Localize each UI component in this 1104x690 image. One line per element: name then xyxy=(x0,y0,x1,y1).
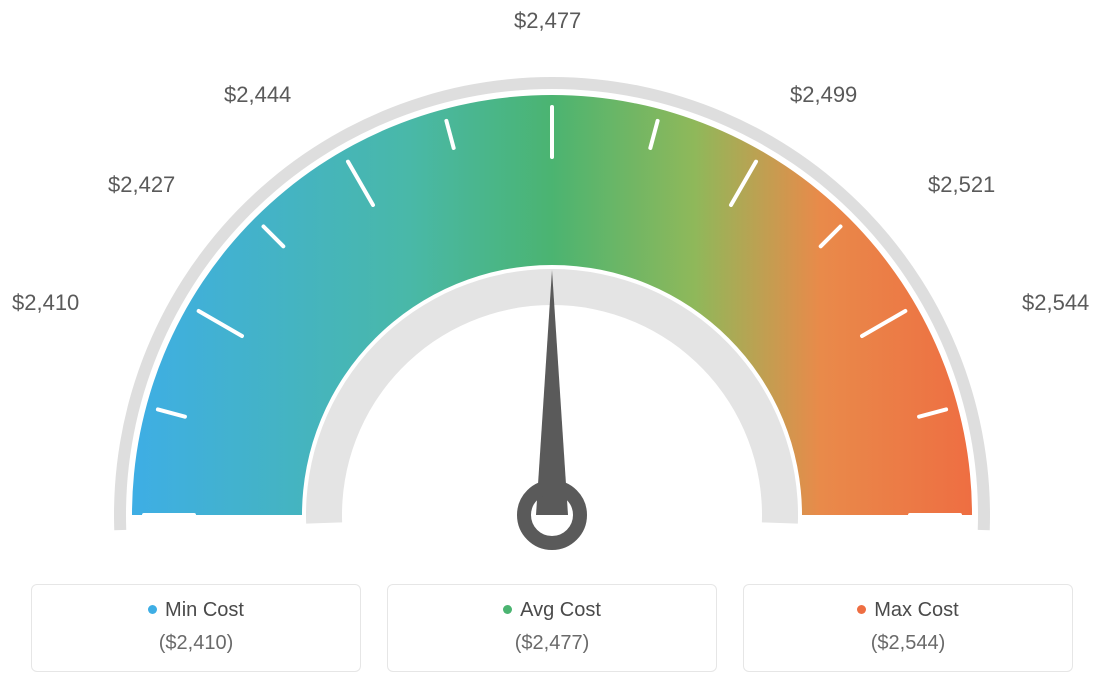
scale-label-1: $2,427 xyxy=(108,172,175,198)
scale-label-3: $2,477 xyxy=(514,8,581,34)
scale-label-6: $2,544 xyxy=(1022,290,1089,316)
legend-row: Min Cost ($2,410) Avg Cost ($2,477) Max … xyxy=(0,584,1104,672)
scale-label-4: $2,499 xyxy=(790,82,857,108)
scale-label-0: $2,410 xyxy=(12,290,79,316)
dot-avg-icon xyxy=(503,605,512,614)
gauge-area: $2,410 $2,427 $2,444 $2,477 $2,499 $2,52… xyxy=(0,0,1104,540)
legend-avg-title: Avg Cost xyxy=(398,599,706,622)
legend-min-value: ($2,410) xyxy=(42,632,350,655)
gauge-svg xyxy=(72,45,1032,555)
dot-max-icon xyxy=(857,605,866,614)
legend-min-title: Min Cost xyxy=(42,599,350,622)
dot-min-icon xyxy=(148,605,157,614)
scale-label-5: $2,521 xyxy=(928,172,995,198)
legend-avg-value: ($2,477) xyxy=(398,632,706,655)
legend-max-card: Max Cost ($2,544) xyxy=(743,584,1073,672)
chart-container: $2,410 $2,427 $2,444 $2,477 $2,499 $2,52… xyxy=(0,0,1104,690)
legend-max-title: Max Cost xyxy=(754,599,1062,622)
legend-avg-card: Avg Cost ($2,477) xyxy=(387,584,717,672)
scale-label-2: $2,444 xyxy=(224,82,291,108)
legend-max-value: ($2,544) xyxy=(754,632,1062,655)
legend-avg-label: Avg Cost xyxy=(520,599,601,621)
legend-min-card: Min Cost ($2,410) xyxy=(31,584,361,672)
legend-min-label: Min Cost xyxy=(165,599,244,621)
legend-max-label: Max Cost xyxy=(874,599,958,621)
